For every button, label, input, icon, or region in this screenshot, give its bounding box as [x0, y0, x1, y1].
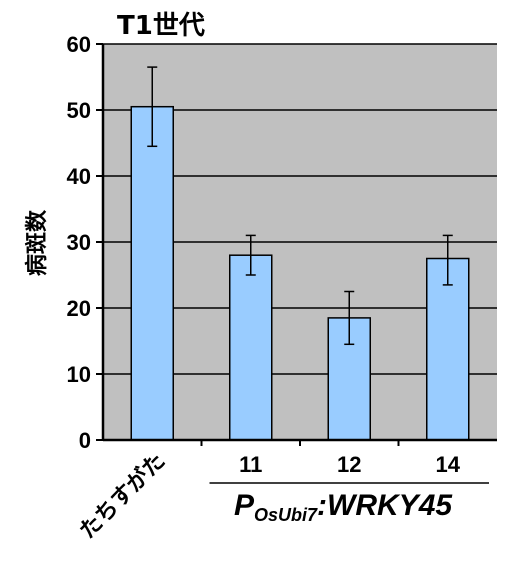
x-tick-label: たちすがた — [74, 448, 170, 544]
y-tick-label: 0 — [79, 428, 91, 453]
x-tick-label: 14 — [436, 452, 461, 477]
x-tick-label: 11 — [239, 452, 262, 477]
chart-title: T1世代 — [117, 11, 205, 41]
error-bars — [147, 66, 453, 346]
axes — [96, 43, 497, 446]
bar — [426, 257, 470, 441]
y-tick-label: 30 — [67, 230, 91, 255]
y-tick-label: 60 — [67, 32, 91, 57]
group-label-suffix: :WRKY45 — [317, 489, 453, 522]
y-tick-labels: 0 10 20 30 40 50 60 — [67, 32, 91, 453]
group-label-prefix: P — [234, 489, 255, 522]
y-tick-label: 20 — [67, 296, 91, 321]
y-tick-label: 50 — [67, 98, 91, 123]
y-axis-label: 病斑数 — [24, 209, 50, 276]
y-tick-label: 10 — [67, 362, 91, 387]
group-label: POsUbi7:WRKY45 — [234, 489, 453, 525]
bar — [130, 105, 174, 441]
x-tick-label: 12 — [337, 452, 361, 477]
y-tick-label: 40 — [67, 164, 91, 189]
bar — [229, 254, 273, 441]
bars — [130, 105, 470, 441]
group-label-subscript: OsUbi7 — [254, 505, 318, 525]
